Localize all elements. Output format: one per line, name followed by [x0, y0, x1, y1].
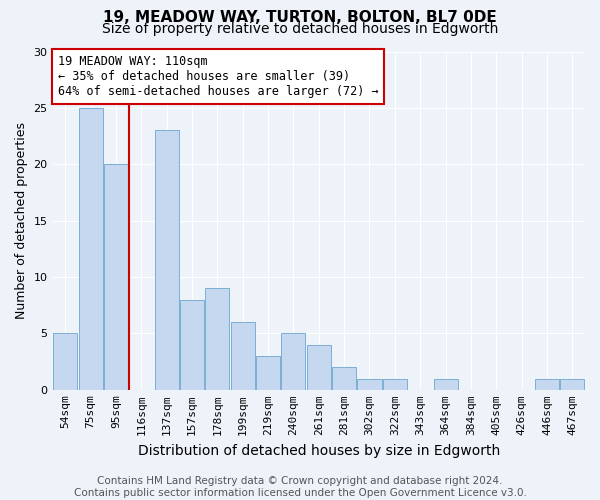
Bar: [281, 334, 305, 390]
Text: 19 MEADOW WAY: 110sqm
← 35% of detached houses are smaller (39)
64% of semi-deta: 19 MEADOW WAY: 110sqm ← 35% of detached …: [58, 55, 379, 98]
Text: Contains HM Land Registry data © Crown copyright and database right 2024.
Contai: Contains HM Land Registry data © Crown c…: [74, 476, 526, 498]
Bar: [53, 334, 77, 390]
Bar: [383, 378, 407, 390]
Bar: [205, 288, 229, 390]
Bar: [79, 108, 103, 390]
Bar: [180, 300, 204, 390]
Y-axis label: Number of detached properties: Number of detached properties: [15, 122, 28, 319]
X-axis label: Distribution of detached houses by size in Edgworth: Distribution of detached houses by size …: [137, 444, 500, 458]
Bar: [434, 378, 458, 390]
Text: 19, MEADOW WAY, TURTON, BOLTON, BL7 0DE: 19, MEADOW WAY, TURTON, BOLTON, BL7 0DE: [103, 10, 497, 25]
Bar: [256, 356, 280, 390]
Bar: [155, 130, 179, 390]
Bar: [535, 378, 559, 390]
Bar: [104, 164, 128, 390]
Bar: [307, 344, 331, 390]
Bar: [358, 378, 382, 390]
Bar: [230, 322, 255, 390]
Text: Size of property relative to detached houses in Edgworth: Size of property relative to detached ho…: [102, 22, 498, 36]
Bar: [332, 368, 356, 390]
Bar: [560, 378, 584, 390]
